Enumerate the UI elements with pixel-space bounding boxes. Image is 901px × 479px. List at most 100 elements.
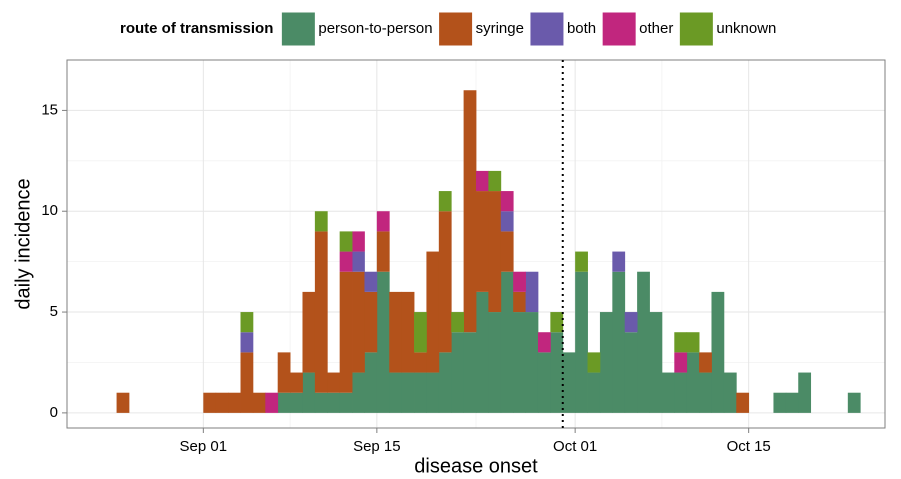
x-axis-label: disease onset: [414, 455, 538, 477]
bar-segment: [463, 332, 477, 413]
bar-segment: [352, 231, 365, 252]
bar-segment: [228, 392, 241, 413]
bar-segment: [686, 352, 700, 413]
bar-segment: [277, 352, 291, 393]
bar-segment: [513, 312, 526, 413]
bar-segment: [451, 312, 465, 333]
bar-segment: [612, 251, 626, 272]
x-tick-label: Oct 01: [553, 438, 597, 455]
bar-segment: [327, 372, 341, 393]
bar-segment: [711, 291, 725, 413]
x-tick-label: Sep 15: [353, 438, 401, 455]
bar-segment: [290, 392, 303, 413]
legend-swatch: [601, 11, 637, 47]
bar-segment: [773, 392, 787, 413]
bar-segment: [451, 332, 465, 413]
bar-segment: [500, 211, 514, 232]
bar-segment: [327, 392, 341, 413]
legend-swatch: [529, 11, 565, 47]
bar-segment: [414, 312, 427, 353]
bar-segment: [438, 211, 452, 353]
legend-label: person-to-person: [318, 20, 432, 37]
bar-segment: [240, 312, 254, 333]
bar-segment: [674, 352, 688, 373]
bar-segment: [339, 392, 353, 413]
bar-segment: [686, 332, 700, 353]
bar-segment: [637, 271, 650, 413]
bar-segment: [513, 291, 526, 313]
bar-segment: [488, 170, 502, 192]
bar-segment: [550, 312, 564, 333]
bar-segment: [550, 332, 564, 413]
bar-segment: [624, 332, 638, 413]
bar-segment: [562, 352, 576, 413]
bar-segment: [314, 231, 328, 393]
bar-segment: [661, 372, 675, 413]
bar-segment: [699, 352, 712, 373]
bar-segment: [736, 392, 750, 413]
bar-segment: [488, 312, 502, 413]
y-tick-label: 15: [41, 101, 58, 118]
x-tick-label: Oct 15: [727, 438, 771, 455]
bar-segment: [277, 392, 291, 413]
bar-segment: [414, 372, 427, 413]
bar-segment: [203, 392, 217, 413]
bar-segment: [290, 372, 303, 393]
bar-segment: [674, 372, 688, 413]
bar-segment: [339, 271, 353, 393]
bar-segment: [537, 332, 551, 353]
bar-segment: [265, 392, 279, 413]
bar-segment: [624, 312, 638, 333]
bar-segment: [426, 251, 440, 373]
y-tick-label: 0: [50, 404, 58, 421]
bar-segment: [463, 90, 477, 333]
bar-segment: [587, 352, 601, 373]
bar-segment: [116, 392, 130, 413]
legend-label: unknown: [716, 20, 776, 37]
bar-segment: [376, 211, 390, 232]
bars: [116, 90, 861, 413]
bar-segment: [376, 271, 390, 413]
legend-label: other: [639, 20, 673, 37]
bar-segment: [389, 372, 403, 413]
bar-segment: [537, 352, 551, 413]
bar-segment: [376, 231, 390, 272]
bar-segment: [525, 312, 539, 413]
y-tick-label: 5: [50, 303, 58, 320]
bar-segment: [847, 392, 861, 413]
bar-segment: [364, 271, 378, 292]
bar-segment: [599, 312, 613, 413]
bar-segment: [438, 191, 452, 212]
bar-segment: [252, 392, 266, 413]
bar-segment: [401, 291, 415, 373]
y-axis-label: daily incidence: [12, 178, 34, 309]
bar-segment: [215, 392, 229, 413]
bar-segment: [240, 332, 254, 353]
bar-segment: [674, 332, 688, 353]
bar-segment: [476, 291, 489, 413]
bar-segment: [438, 352, 452, 413]
bar-segment: [476, 170, 489, 192]
bar-segment: [314, 392, 328, 413]
bar-segment: [785, 392, 799, 413]
bar-segment: [352, 251, 365, 272]
x-tick-label: Sep 01: [180, 438, 228, 455]
bar-segment: [500, 271, 514, 413]
bar-segment: [612, 271, 626, 413]
bar-segment: [414, 352, 427, 373]
bar-segment: [476, 191, 489, 292]
bar-segment: [352, 372, 365, 413]
legend-swatch: [678, 11, 714, 47]
bar-segment: [339, 251, 353, 272]
bar-segment: [364, 291, 378, 353]
bar-segment: [352, 271, 365, 373]
bar-segment: [798, 372, 812, 413]
legend-title: route of transmission: [120, 20, 273, 37]
bar-segment: [339, 231, 353, 252]
bar-segment: [699, 372, 712, 413]
bar-segment: [314, 211, 328, 232]
bar-segment: [587, 372, 601, 413]
bar-segment: [302, 291, 316, 373]
bar-segment: [364, 352, 378, 413]
bar-segment: [389, 291, 403, 373]
